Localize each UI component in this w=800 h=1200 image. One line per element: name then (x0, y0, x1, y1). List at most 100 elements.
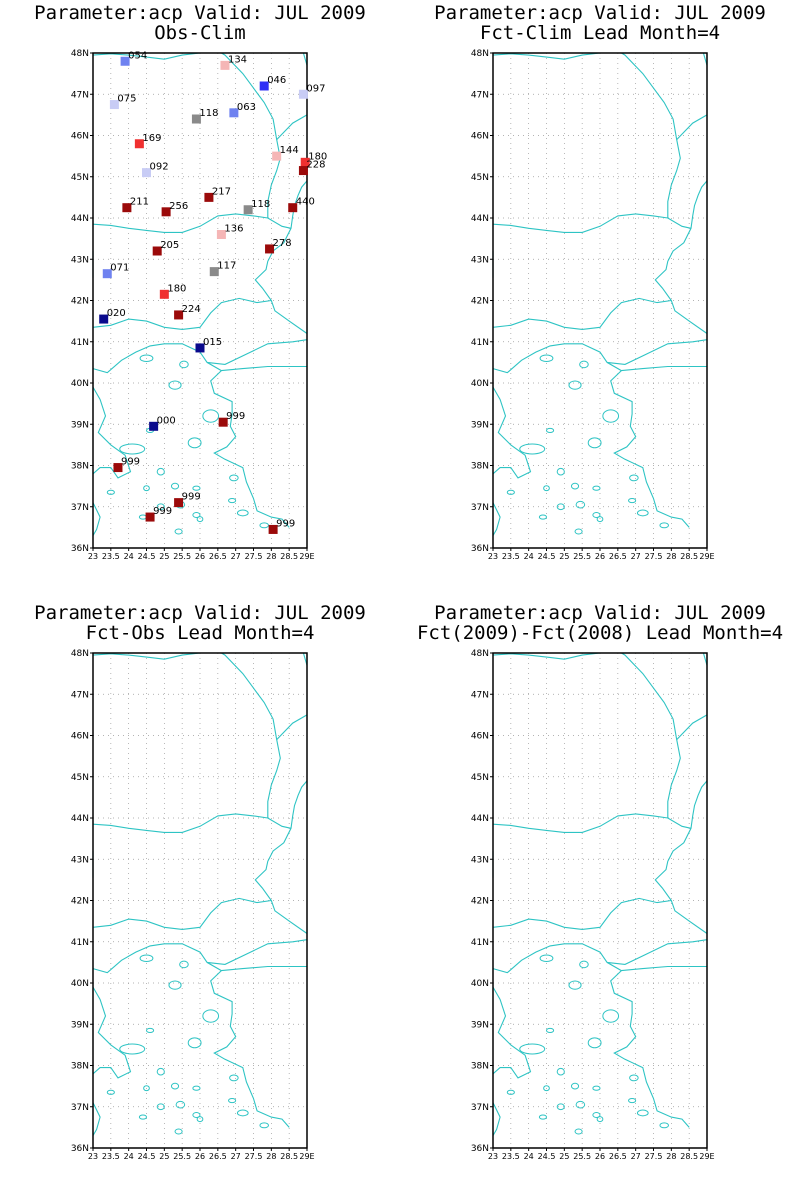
x-tick-label: 26.5 (209, 552, 227, 561)
coastline (92, 897, 272, 930)
island (174, 528, 183, 535)
y-tick-label: 43N (71, 255, 89, 265)
station-label: 256 (169, 201, 188, 212)
coastline (92, 52, 201, 60)
station-marker (145, 512, 155, 522)
island (596, 516, 604, 523)
map-plot: 36N 37N 38N 39N 40N 41N 42N 43N 44N 45N 46N 47N 48N 2… (471, 649, 715, 1161)
island (570, 482, 580, 490)
x-tick-label: 29E (299, 552, 314, 561)
x-tick-label: 23.5 (102, 1152, 120, 1161)
island (506, 1089, 515, 1095)
y-tick-label: 44N (71, 214, 89, 224)
station-marker (300, 157, 310, 167)
x-tick-label: 23 (488, 1152, 498, 1161)
y-tick-label: 37N (471, 503, 489, 513)
station-marker (109, 100, 119, 110)
island (228, 498, 237, 504)
island (143, 1085, 150, 1092)
y-tick-label: 38N (471, 1062, 489, 1072)
coastline (676, 114, 708, 140)
island (628, 498, 637, 504)
island (175, 1100, 186, 1109)
y-tick-label: 48N (471, 649, 489, 659)
coastline (92, 813, 292, 833)
island (202, 1009, 220, 1023)
island (636, 509, 649, 517)
station-label: 999 (226, 411, 245, 422)
station-marker (288, 203, 298, 213)
island (570, 1082, 580, 1090)
island (575, 500, 586, 509)
coastline (492, 897, 672, 930)
x-tick-label: 28 (666, 552, 676, 561)
station-marker (134, 139, 144, 149)
x-tick-label: 25 (559, 1152, 569, 1161)
island (168, 980, 182, 990)
y-tick-label: 37N (71, 1103, 89, 1113)
coastline (654, 780, 708, 934)
y-tick-label: 37N (71, 503, 89, 513)
station-marker (174, 498, 184, 508)
station-marker (195, 343, 205, 353)
station-marker (229, 108, 239, 118)
station-label: 999 (276, 518, 295, 529)
island (506, 489, 515, 495)
station-label: 118 (251, 199, 270, 210)
island (170, 1082, 180, 1090)
coastline (492, 652, 601, 660)
island (629, 1074, 639, 1082)
island (192, 485, 201, 491)
island (192, 1112, 201, 1118)
x-tick-label: 27 (631, 1152, 641, 1161)
y-tick-label: 38N (471, 462, 489, 472)
y-tick-label: 47N (71, 90, 89, 100)
x-tick-label: 27 (631, 552, 641, 561)
island (139, 954, 154, 963)
coastline (492, 297, 672, 330)
x-tick-label: 25.5 (573, 552, 591, 561)
station-label: 117 (217, 261, 236, 272)
island (179, 360, 189, 369)
y-tick-label: 44N (471, 814, 489, 824)
coastline (621, 965, 707, 972)
station-label: 999 (182, 492, 201, 503)
island (568, 380, 582, 390)
island (106, 1089, 115, 1095)
x-tick-label: 24.5 (538, 552, 556, 561)
island (156, 503, 165, 511)
island (146, 1027, 155, 1033)
station-marker (209, 267, 219, 277)
coastline (92, 943, 290, 1128)
x-tick-label: 23.5 (502, 1152, 520, 1161)
station-label: 278 (273, 238, 292, 249)
island (556, 1067, 565, 1076)
x-tick-label: 29E (299, 1152, 314, 1161)
station-marker (99, 314, 109, 324)
y-tick-label: 37N (471, 1103, 489, 1113)
coastline (276, 714, 308, 740)
x-tick-label: 23.5 (102, 552, 120, 561)
x-tick-label: 27.5 (245, 552, 263, 561)
station-label: 075 (117, 94, 136, 105)
island (187, 437, 202, 449)
panel-subtitle: Fct(2009)-Fct(2008) Lead Month=4 (416, 622, 784, 644)
x-tick-label: 27.5 (645, 1152, 663, 1161)
station-label: 999 (153, 506, 172, 517)
y-tick-label: 46N (71, 732, 89, 742)
y-tick-label: 42N (71, 897, 89, 907)
coastline (621, 52, 681, 218)
island (546, 427, 555, 433)
station-label: 000 (157, 415, 176, 426)
station-marker (204, 192, 214, 202)
x-tick-label: 23 (88, 1152, 98, 1161)
station-marker (113, 463, 123, 473)
station-label: 217 (212, 186, 231, 197)
coastline (607, 939, 708, 965)
y-tick-label: 42N (471, 897, 489, 907)
island (170, 482, 180, 490)
x-tick-label: 27 (231, 1152, 241, 1161)
y-tick-label: 41N (71, 338, 89, 348)
island (156, 1067, 165, 1076)
y-tick-label: 47N (471, 90, 489, 100)
